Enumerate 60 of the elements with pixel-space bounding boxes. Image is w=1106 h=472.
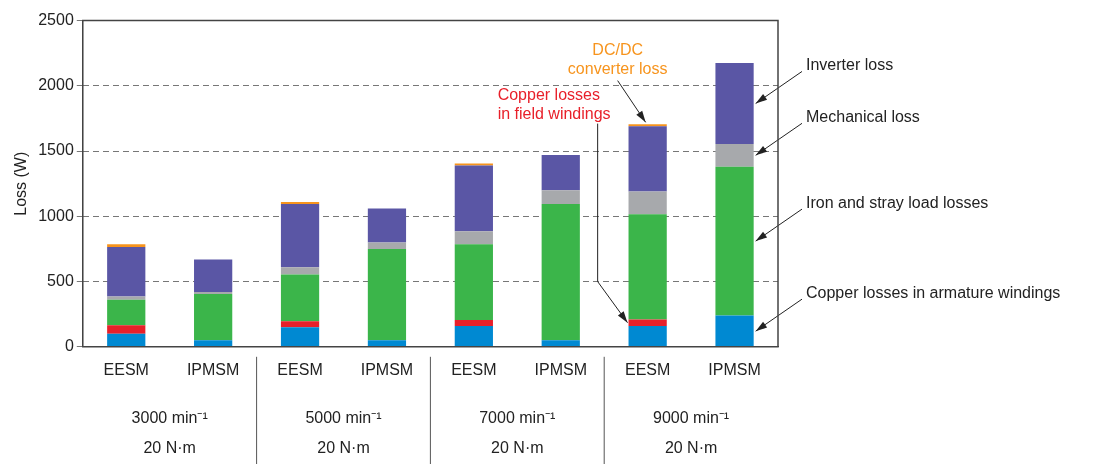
x-tick-label: EESM: [103, 360, 149, 378]
bar: [280, 203, 320, 268]
bar: [280, 274, 320, 322]
y-tick-label: 0: [64, 337, 74, 355]
bar: [367, 248, 407, 341]
text: Inverter loss: [806, 55, 894, 73]
bar: [715, 63, 754, 144]
bar: [541, 203, 580, 341]
y-tick-label: 1500: [38, 141, 74, 159]
x-tick-label: EESM: [277, 360, 323, 378]
bar: [454, 320, 493, 326]
bar: [454, 231, 493, 245]
text: 7000 min⁻¹ 20 N·m: [479, 409, 556, 457]
x-tick-label: EESM: [624, 360, 671, 378]
bar: [541, 154, 580, 191]
bar: [280, 321, 320, 328]
x-tick-label: IPMSM: [186, 360, 240, 378]
text: 9000 min⁻¹ 20 N·m: [653, 409, 730, 457]
x-tick-label: IPMSM: [708, 360, 761, 378]
bar: [107, 325, 146, 334]
bar: [628, 126, 667, 192]
bar: [367, 208, 407, 243]
text: Copper losses in field windings: [497, 86, 611, 123]
y-tick-label: 500: [47, 271, 74, 289]
bar: [454, 244, 493, 321]
y-axis-title: Loss (W): [12, 151, 30, 216]
text: Iron and stray load losses: [806, 193, 989, 211]
bar: [280, 267, 320, 275]
bar: [715, 143, 754, 167]
bar: [628, 325, 667, 347]
bar: [107, 333, 146, 347]
bar: [107, 299, 146, 326]
x-tick-label: IPMSM: [360, 360, 414, 378]
text: DC/DC converter loss: [567, 41, 668, 78]
bar: [107, 296, 146, 300]
bar: [367, 242, 407, 249]
x-tick-label: IPMSM: [534, 360, 587, 378]
bar: [107, 244, 146, 247]
text: 3000 min⁻¹ 20 N·m: [131, 409, 208, 457]
text: 5000 min⁻¹ 20 N·m: [305, 409, 382, 457]
bar: [541, 190, 580, 204]
bar: [194, 340, 233, 347]
bar: [454, 325, 493, 347]
bar: [194, 293, 233, 341]
bar: [715, 166, 754, 316]
bar: [367, 340, 407, 347]
bar: [541, 340, 580, 347]
y-tick-label: 1000: [38, 206, 74, 224]
text: Copper losses in armature windings: [806, 283, 1061, 301]
bar: [628, 214, 667, 320]
x-tick-label: EESM: [451, 360, 497, 378]
bar: [107, 246, 146, 297]
text: Mechanical loss: [806, 107, 920, 125]
y-tick-label: 2000: [38, 76, 74, 94]
bar: [280, 327, 320, 347]
bar: [194, 259, 233, 292]
y-tick-label: 2500: [38, 11, 74, 29]
bar: [715, 315, 754, 347]
bar: [628, 191, 667, 215]
bar: [454, 165, 493, 232]
